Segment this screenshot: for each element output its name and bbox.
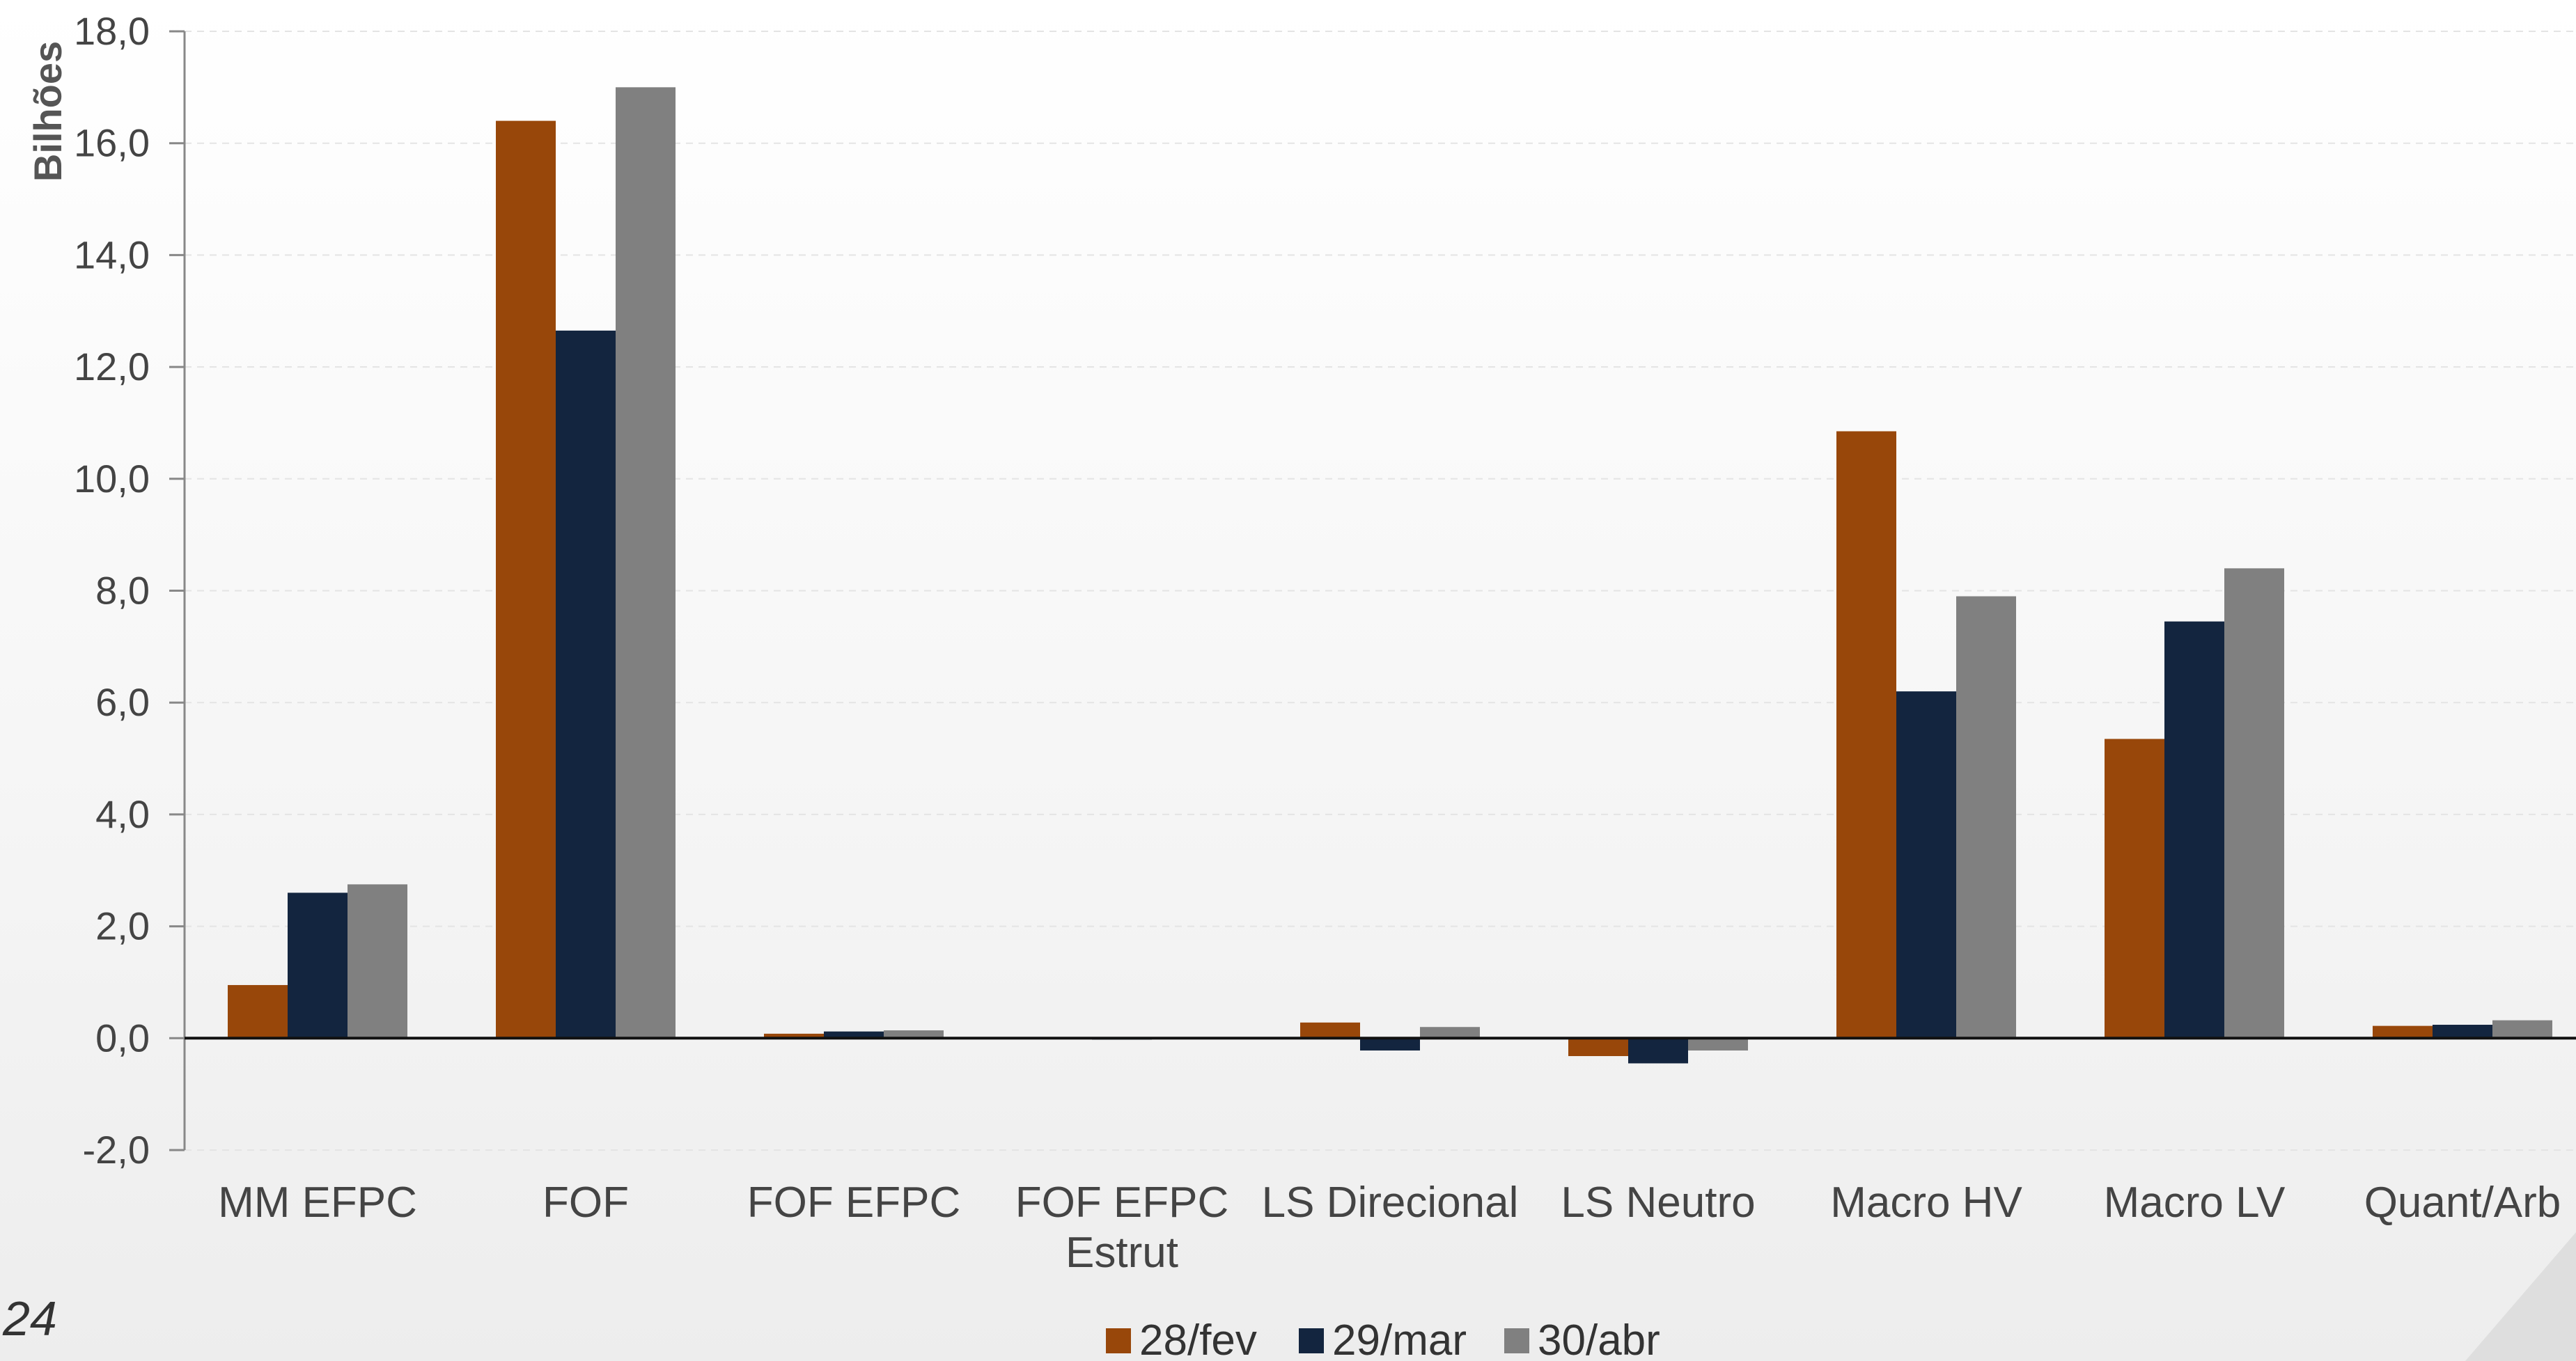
- bar-30-abr-0: [348, 884, 407, 1039]
- category-label: LS Direcional: [1262, 1179, 1519, 1227]
- y-tick-label: 16,0: [74, 121, 150, 165]
- y-tick-label: -2,0: [83, 1128, 150, 1172]
- bar-29-mar-2: [824, 1031, 884, 1039]
- y-axis-label: Bilhões: [26, 41, 70, 182]
- bar-30-abr-8: [2492, 1020, 2552, 1039]
- y-tick-label: 18,0: [74, 9, 150, 53]
- bar-30-abr-5: [1688, 1038, 1748, 1051]
- bar-30-abr-1: [616, 87, 676, 1039]
- y-tick-label: 2,0: [95, 904, 150, 948]
- legend-swatch-30-abr: [1504, 1328, 1529, 1353]
- bar-28-fev-8: [2373, 1025, 2433, 1039]
- bar-30-abr-7: [2224, 568, 2284, 1039]
- bar-28-fev-5: [1568, 1038, 1628, 1057]
- bar-30-abr-2: [884, 1030, 944, 1039]
- axes: [169, 30, 2576, 1151]
- bar-28-fev-6: [1836, 431, 1896, 1039]
- category-label: LS Neutro: [1561, 1179, 1755, 1227]
- y-tick-label: 4,0: [95, 792, 150, 836]
- legend-label: 28/fev: [1139, 1316, 1257, 1361]
- corner-decoration: [2465, 1232, 2576, 1361]
- category-label: FOF EFPC: [1015, 1179, 1229, 1227]
- y-tick-label: 6,0: [95, 680, 150, 724]
- y-tick-label: 0,0: [95, 1016, 150, 1060]
- y-tick-label: 12,0: [74, 345, 150, 388]
- bar-29-mar-6: [1896, 691, 1956, 1039]
- category-label: MM EFPC: [218, 1179, 417, 1227]
- bar-30-abr-4: [1420, 1027, 1480, 1039]
- y-tick-labels: -2,0 0,0 2,0 4,0 6,0 8,0 10,0 12,0 14,0 16,0 18,0: [74, 9, 150, 1172]
- bars: [228, 87, 2552, 1064]
- legend-label: 29/mar: [1332, 1316, 1467, 1361]
- category-label: FOF: [542, 1179, 629, 1227]
- bar-28-fev-7: [2105, 739, 2164, 1039]
- bar-28-fev-1: [496, 120, 556, 1039]
- bar-28-fev-0: [228, 984, 288, 1039]
- bar-29-mar-7: [2164, 621, 2224, 1039]
- page-number: 24: [2, 1291, 57, 1346]
- y-tick-label: 10,0: [74, 457, 150, 501]
- bar-29-mar-4: [1360, 1038, 1420, 1051]
- bar-29-mar-0: [288, 892, 348, 1039]
- bar-29-mar-1: [556, 330, 616, 1039]
- category-label: Estrut: [1065, 1229, 1178, 1277]
- legend-swatch-28-fev: [1106, 1328, 1131, 1353]
- category-label: Macro HV: [1830, 1179, 2022, 1227]
- category-label: Macro LV: [2104, 1179, 2286, 1227]
- bar-28-fev-4: [1300, 1022, 1360, 1039]
- bar-29-mar-5: [1628, 1038, 1688, 1064]
- legend-label: 30/abr: [1538, 1316, 1660, 1361]
- category-label: Quant/Arb: [2364, 1179, 2561, 1227]
- y-tick-label: 14,0: [74, 233, 150, 276]
- legend-swatch-29-mar: [1299, 1328, 1324, 1353]
- bar-29-mar-8: [2433, 1025, 2492, 1039]
- gridlines: [185, 31, 2576, 1151]
- legend: 28/fev 29/mar 30/abr: [1106, 1316, 1660, 1361]
- y-tick-label: 8,0: [95, 569, 150, 613]
- category-label: FOF EFPC: [747, 1179, 961, 1227]
- bar-30-abr-6: [1956, 596, 2016, 1039]
- bar-28-fev-2: [764, 1033, 824, 1039]
